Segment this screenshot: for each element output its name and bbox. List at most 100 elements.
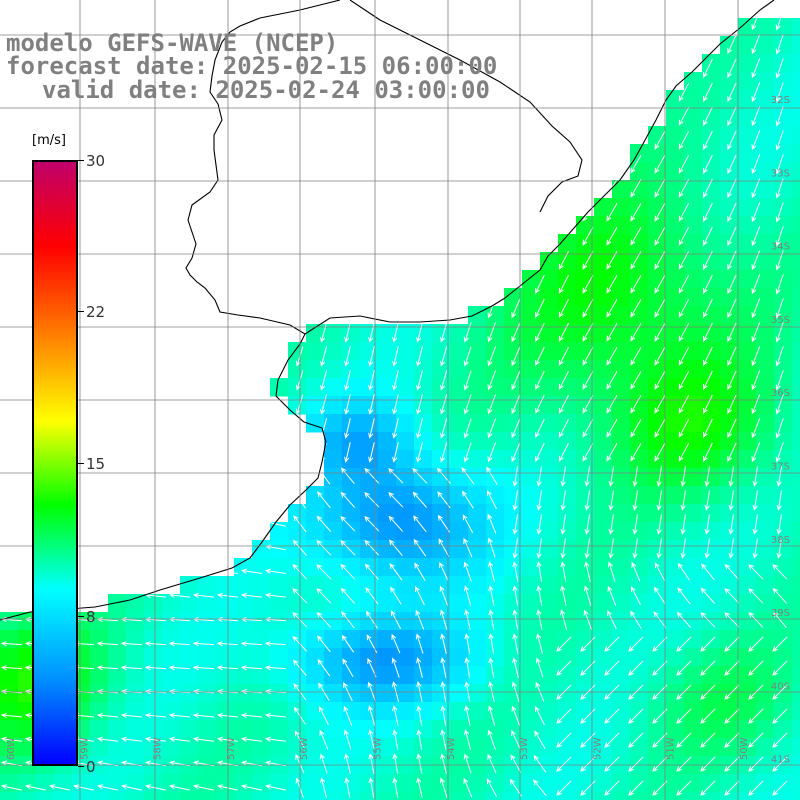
wind-speed-cell: [396, 450, 415, 469]
wind-arrow: [486, 490, 497, 510]
wind-speed-cell: [414, 702, 433, 721]
wind-speed-cell: [504, 792, 523, 800]
wind-speed-cell: [126, 702, 145, 721]
wind-arrow: [264, 665, 287, 671]
wind-arrow: [168, 665, 191, 671]
wind-speed-cell: [288, 504, 307, 523]
wind-speed-cell: [180, 774, 199, 793]
wind-arrow: [775, 226, 784, 247]
wind-speed-cell: [630, 558, 649, 577]
wind-speed-cell: [684, 486, 703, 505]
wind-speed-cell: [558, 360, 577, 379]
wind-speed-cell: [684, 468, 703, 487]
wind-speed-cell: [612, 630, 631, 649]
wind-speed-cell: [738, 342, 757, 361]
wind-arrow: [700, 660, 716, 676]
wind-speed-cell: [612, 252, 631, 271]
wind-arrow: [748, 708, 764, 724]
wind-speed-cell: [648, 720, 667, 739]
wind-speed-cell: [738, 90, 757, 109]
wind-speed-cell: [738, 378, 757, 397]
wind-speed-cell: [720, 702, 739, 721]
wind-arrow: [556, 756, 572, 772]
wind-arrow: [535, 322, 545, 343]
wind-speed-cell: [198, 792, 217, 800]
wind-speed-cell: [162, 774, 181, 793]
wind-arrow: [241, 784, 262, 791]
wind-arrow: [342, 658, 354, 677]
wind-speed-cell: [702, 648, 721, 667]
wind-speed-cell: [630, 738, 649, 757]
wind-arrow: [512, 609, 519, 630]
wind-arrow: [558, 274, 570, 294]
wind-arrow: [392, 346, 399, 367]
wind-speed-cell: [486, 324, 505, 343]
wind-arrow: [535, 274, 545, 295]
wind-arrow: [511, 370, 521, 391]
wind-arrow: [120, 641, 143, 647]
wind-speed-cell: [630, 702, 649, 721]
wind-speed-cell: [252, 720, 271, 739]
wind-speed-cell: [198, 630, 217, 649]
wind-speed-cell: [630, 360, 649, 379]
wind-speed-cell: [756, 486, 775, 505]
wind-speed-cell: [540, 792, 559, 800]
wind-speed-cell: [774, 126, 793, 145]
wind-speed-cell: [720, 414, 739, 433]
wind-arrow: [416, 418, 423, 439]
wind-speed-cell: [666, 594, 685, 613]
wind-speed-cell: [576, 702, 595, 721]
wind-speed-cell: [738, 702, 757, 721]
wind-speed-cell: [360, 558, 379, 577]
wind-speed-cell: [486, 648, 505, 667]
wind-speed-cell: [486, 594, 505, 613]
wind-speed-cell: [342, 576, 361, 595]
wind-speed-cell: [612, 414, 631, 433]
wind-speed-cell: [792, 234, 800, 253]
wind-arrow: [316, 515, 332, 532]
model-title: modelo GEFS-WAVE (NCEP): [6, 29, 339, 57]
colorbar-tick-label: 15: [86, 455, 106, 473]
wind-speed-cell: [720, 540, 739, 559]
wind-speed-cell: [468, 576, 487, 595]
wind-speed-cell: [468, 324, 487, 343]
wind-speed-cell: [180, 648, 199, 667]
wind-arrow: [775, 346, 784, 367]
wind-speed-cell: [486, 504, 505, 523]
wind-arrow: [341, 634, 355, 653]
wind-arrow: [776, 514, 783, 536]
wind-arrow: [533, 754, 547, 773]
wind-speed-cell: [360, 342, 379, 361]
wind-arrow: [512, 466, 519, 488]
wind-speed-cell: [360, 612, 379, 631]
wind-arrow: [628, 780, 644, 796]
wind-speed-cell: [504, 594, 523, 613]
wind-speed-cell: [684, 162, 703, 181]
wind-speed-cell: [666, 684, 685, 703]
wind-arrow: [416, 657, 423, 678]
wind-speed-cell: [756, 270, 775, 289]
wind-speed-cell: [792, 576, 800, 595]
wind-speed-cell: [576, 630, 595, 649]
wind-speed-cell: [450, 324, 469, 343]
wind-speed-cell: [432, 666, 451, 685]
wind-speed-cell: [756, 612, 775, 631]
wind-arrow: [630, 299, 642, 318]
wind-arrow: [558, 370, 570, 390]
wind-arrow: [775, 298, 784, 319]
wind-speed-cell: [342, 414, 361, 433]
wind-speed-cell: [702, 108, 721, 127]
wind-speed-cell: [396, 486, 415, 505]
wind-speed-cell: [558, 648, 577, 667]
wind-speed-cell: [558, 576, 577, 595]
wind-speed-cell: [594, 414, 613, 433]
wind-speed-cell: [594, 612, 613, 631]
wind-speed-cell: [738, 486, 757, 505]
wind-arrow: [678, 298, 690, 318]
wind-speed-cell: [702, 288, 721, 307]
wind-speed-cell: [594, 234, 613, 253]
wind-speed-cell: [360, 540, 379, 559]
wind-arrow: [316, 611, 332, 628]
wind-speed-cell: [576, 414, 595, 433]
